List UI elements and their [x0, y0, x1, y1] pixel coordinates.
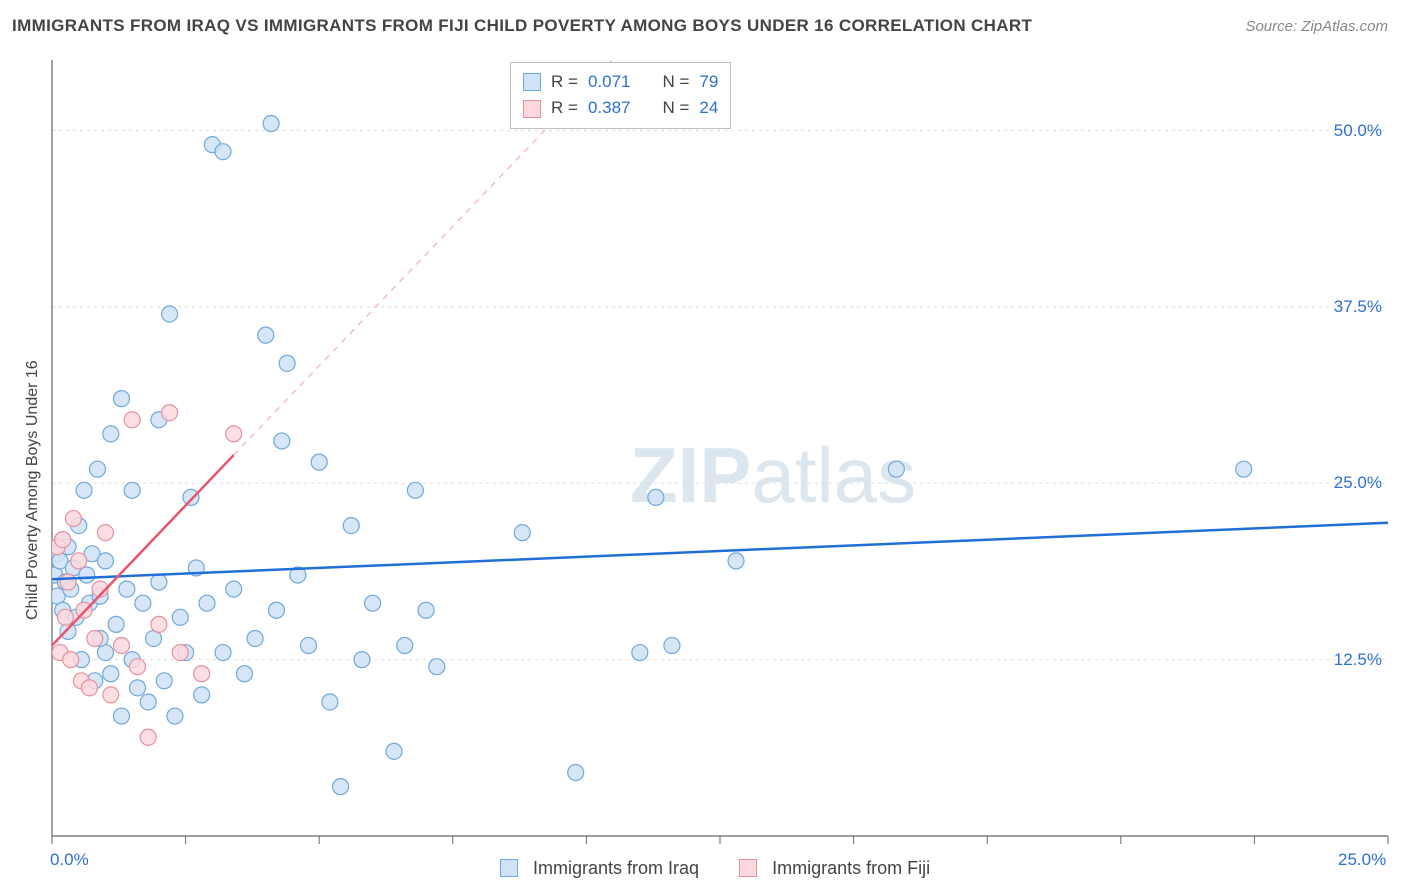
x-tick-label: 0.0%: [50, 850, 89, 870]
x-tick-label: 25.0%: [1338, 850, 1386, 870]
r-label: R =: [551, 95, 578, 121]
legend-rn-row: R = 0.071 N = 79: [523, 69, 718, 95]
r-value: 0.387: [588, 95, 631, 121]
r-label: R =: [551, 69, 578, 95]
y-tick-label: 25.0%: [1334, 473, 1382, 493]
n-value: 24: [699, 95, 718, 121]
legend-item-fiji: Immigrants from Fiji: [739, 858, 930, 879]
n-label: N =: [662, 69, 689, 95]
legend-item-iraq: Immigrants from Iraq: [500, 858, 699, 879]
legend-rn-row: R = 0.387 N = 24: [523, 95, 718, 121]
n-label: N =: [662, 95, 689, 121]
legend-swatch-fiji: [523, 100, 541, 118]
y-tick-label: 37.5%: [1334, 297, 1382, 317]
n-value: 79: [699, 69, 718, 95]
y-tick-label: 12.5%: [1334, 650, 1382, 670]
r-value: 0.071: [588, 69, 631, 95]
y-tick-label: 50.0%: [1334, 121, 1382, 141]
series-legend: Immigrants from Iraq Immigrants from Fij…: [500, 858, 930, 879]
correlation-legend: R = 0.071 N = 79 R = 0.387 N = 24: [510, 62, 731, 129]
legend-swatch-iraq: [500, 859, 518, 877]
legend-label: Immigrants from Iraq: [533, 858, 699, 878]
scatter-plot: [0, 0, 1406, 892]
legend-swatch-iraq: [523, 73, 541, 91]
chart-container: { "title": "IMMIGRANTS FROM IRAQ VS IMMI…: [0, 0, 1406, 892]
legend-swatch-fiji: [739, 859, 757, 877]
legend-label: Immigrants from Fiji: [772, 858, 930, 878]
